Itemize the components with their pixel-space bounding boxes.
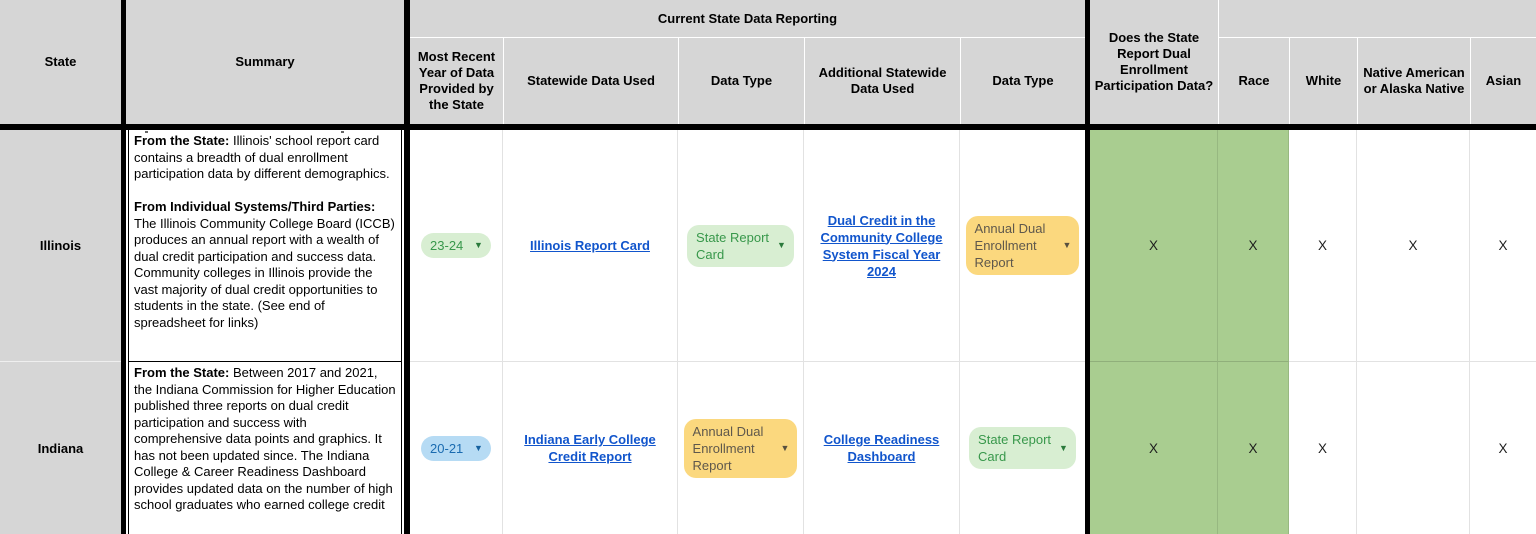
clipped-text-fragment	[145, 131, 148, 133]
data-type-2-dropdown-chip[interactable]: State Report Card ▼	[969, 427, 1076, 469]
cell-race-x: X	[1218, 130, 1289, 362]
cell-additional-statewide-data: Dual Credit in the Community College Sys…	[804, 130, 960, 362]
cell-statewide-data-used: Illinois Report Card	[503, 130, 678, 362]
thick-divider	[1085, 0, 1090, 534]
dropdown-arrow-icon: ▼	[1062, 240, 1072, 250]
column-header-white: White	[1289, 38, 1357, 124]
state-cell: Illinois	[0, 130, 121, 362]
cell-white-x: X	[1289, 130, 1357, 362]
cell-race-x: X	[1218, 362, 1289, 534]
cell-white-x: X	[1289, 362, 1357, 534]
state-cell: Indiana	[0, 362, 121, 534]
cell-data-type-2: Annual Dual Enrollment Report ▼	[960, 130, 1085, 362]
year-dropdown-chip[interactable]: 20-21 ▼	[421, 435, 491, 461]
cell-data-type-2: State Report Card ▼	[960, 362, 1085, 534]
statewide-data-link[interactable]: Illinois Report Card	[530, 238, 650, 253]
statewide-data-link[interactable]: Indiana Early College Credit Report	[524, 432, 656, 464]
dropdown-arrow-icon: ▼	[777, 240, 786, 250]
summary-cell: From the State: Between 2017 and 2021, t…	[128, 362, 402, 534]
dropdown-arrow-icon: ▼	[780, 442, 790, 453]
chip-label: 20-21	[430, 440, 464, 456]
thick-header-divider	[0, 124, 1536, 130]
header-empty-band	[1218, 0, 1536, 38]
column-header-data-type: Data Type	[678, 38, 804, 124]
summary-label: From Individual Systems/Third Parties:	[134, 199, 376, 214]
column-header-state: State	[0, 0, 121, 124]
chip-label: State Report Card	[978, 432, 1052, 464]
column-header-asian: Asian	[1470, 38, 1536, 124]
column-header-summary: Summary	[126, 0, 404, 124]
column-header-race: Race	[1218, 38, 1289, 124]
cell-asian-x: X	[1470, 130, 1536, 362]
additional-data-link[interactable]: College Readiness Dashboard	[823, 432, 940, 464]
summary-paragraph: From Individual Systems/Third Parties: T…	[134, 199, 395, 330]
cell-most-recent-year: 23-24 ▼	[410, 130, 503, 362]
cell-asian-x: X	[1470, 362, 1536, 534]
cell-native-american-x: X	[1357, 130, 1470, 362]
dropdown-arrow-icon: ▼	[1059, 442, 1068, 453]
cell-dual-enrollment-x: X	[1090, 130, 1218, 362]
chip-label: Annual Dual Enrollment Report	[974, 221, 1046, 270]
dropdown-arrow-icon: ▼	[474, 240, 483, 250]
cell-statewide-data-used: Indiana Early College Credit Report	[503, 362, 678, 534]
column-header-statewide-data-used: Statewide Data Used	[503, 38, 678, 124]
cell-dual-enrollment-x: X	[1090, 362, 1218, 534]
data-type-dropdown-chip[interactable]: Annual Dual Enrollment Report ▼	[683, 418, 798, 478]
cell-data-type: Annual Dual Enrollment Report ▼	[678, 362, 804, 534]
cell-most-recent-year: 20-21 ▼	[410, 362, 503, 534]
column-header-data-type-2: Data Type	[960, 38, 1085, 124]
summary-paragraph: From the State: Illinois' school report …	[134, 133, 390, 181]
column-header-native-american: Native American or Alaska Native	[1357, 38, 1470, 124]
thick-divider	[404, 0, 410, 534]
data-type-dropdown-chip[interactable]: State Report Card ▼	[687, 224, 794, 267]
clipped-text-fragment	[341, 131, 344, 133]
thick-divider	[121, 0, 126, 534]
chip-label: Annual Dual Enrollment Report	[692, 423, 764, 473]
column-header-additional-statewide-data-used: Additional Statewide Data Used	[804, 38, 960, 124]
chip-label: State Report Card	[696, 229, 770, 262]
summary-cell: From the State: Illinois' school report …	[128, 130, 402, 362]
cell-additional-statewide-data: College Readiness Dashboard	[804, 362, 960, 534]
data-type-2-dropdown-chip[interactable]: Annual Dual Enrollment Report ▼	[965, 216, 1080, 275]
cell-data-type: State Report Card ▼	[678, 130, 804, 362]
column-header-most-recent-year: Most Recent Year of Data Provided by the…	[410, 38, 503, 124]
cell-native-american-x	[1357, 362, 1470, 534]
column-header-dual-enrollment-question: Does the State Report Dual Enrollment Pa…	[1090, 0, 1218, 124]
summary-label: From the State:	[134, 133, 230, 148]
summary-label: From the State:	[134, 365, 230, 380]
additional-data-link[interactable]: Dual Credit in the Community College Sys…	[820, 212, 943, 279]
summary-paragraph: From the State: Between 2017 and 2021, t…	[134, 365, 396, 512]
chip-label: 23-24	[430, 238, 464, 253]
year-dropdown-chip[interactable]: 23-24 ▼	[421, 233, 491, 258]
dropdown-arrow-icon: ▼	[474, 442, 483, 453]
group-header-current-state-data-reporting: Current State Data Reporting	[410, 0, 1085, 38]
